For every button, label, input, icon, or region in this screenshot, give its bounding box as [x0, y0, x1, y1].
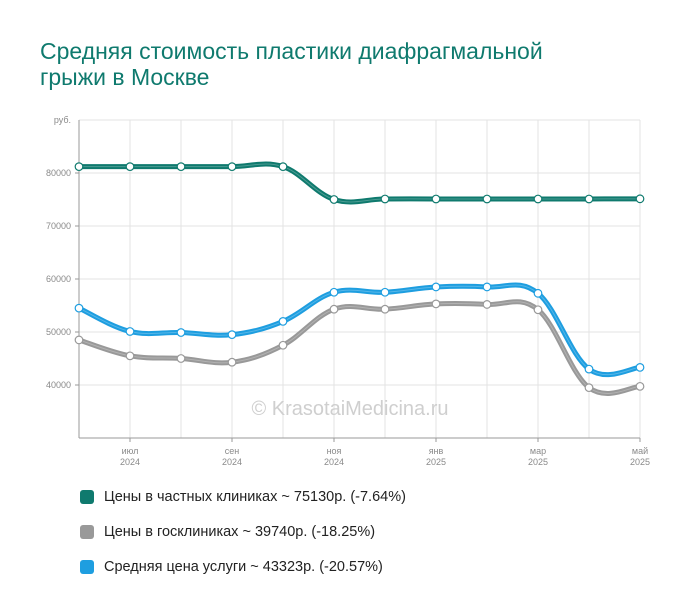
chart-title-line-1: Средняя стоимость пластики диафрагмально…: [40, 38, 543, 64]
chart-title: Средняя стоимость пластики диафрагмально…: [40, 38, 660, 90]
data-point-average: [278, 317, 288, 326]
data-point-public: [584, 383, 594, 393]
y-tick-label: 40000: [46, 380, 71, 390]
x-tick-label-month: июл: [122, 446, 139, 456]
x-tick-label-month: янв: [429, 446, 444, 456]
data-point-average: [176, 328, 186, 337]
x-tick-label-month: мар: [530, 446, 546, 456]
data-point-average: [227, 330, 237, 340]
data-point-average: [482, 282, 492, 292]
x-tick-label-year: 2025: [426, 457, 446, 467]
data-point-public: [533, 305, 543, 315]
line-chart: 4000050000600007000080000руб.июл2024сен2…: [46, 115, 650, 467]
data-point-private: [482, 194, 492, 204]
data-point-average: [329, 287, 339, 297]
data-point-private: [176, 162, 186, 172]
x-tick-label-year: 2025: [528, 457, 548, 467]
legend-label-average: Средняя цена услуги ~ 43323р. (-20.57%): [104, 559, 383, 575]
data-point-private: [278, 162, 288, 172]
legend-item-private[interactable]: Цены в частных клиниках ~ 75130р. (-7.64…: [80, 486, 406, 508]
data-point-public: [431, 299, 441, 309]
x-tick-label-month: сен: [225, 446, 240, 456]
data-point-private: [329, 195, 339, 204]
data-point-public: [74, 335, 84, 345]
legend-swatch-private: [80, 490, 94, 504]
legend: Цены в частных клиниках ~ 75130р. (-7.64…: [80, 486, 406, 591]
data-point-average: [125, 327, 135, 336]
x-tick-label-year: 2024: [222, 457, 242, 467]
y-tick-label: 80000: [46, 168, 71, 178]
data-point-private: [584, 194, 594, 204]
data-point-average: [431, 282, 441, 292]
chart-title-line-2: грыжи в Москве: [40, 64, 210, 90]
data-point-average: [584, 364, 594, 374]
data-point-public: [227, 357, 237, 367]
data-point-public: [635, 381, 645, 391]
watermark-text: © KrasotaiMedicina.ru: [251, 398, 448, 420]
data-point-average: [635, 362, 645, 372]
y-tick-label: 60000: [46, 274, 71, 284]
data-point-private: [431, 194, 441, 204]
data-point-private: [227, 162, 237, 172]
x-tick-label-year: 2025: [630, 457, 650, 467]
x-tick-label-month: ноя: [327, 446, 342, 456]
legend-label-private: Цены в частных клиниках ~ 75130р. (-7.64…: [104, 489, 406, 505]
y-tick-label: 50000: [46, 327, 71, 337]
data-point-average: [74, 303, 84, 313]
data-point-private: [533, 194, 543, 204]
data-point-public: [278, 340, 288, 350]
legend-item-average[interactable]: Средняя цена услуги ~ 43323р. (-20.57%): [80, 556, 406, 578]
data-point-average: [533, 288, 543, 298]
data-point-private: [74, 162, 84, 172]
data-point-public: [329, 304, 339, 314]
legend-swatch-public: [80, 525, 94, 539]
legend-label-public: Цены в госклиниках ~ 39740р. (-18.25%): [104, 524, 376, 540]
y-unit-label: руб.: [54, 115, 71, 125]
data-point-public: [176, 354, 186, 363]
legend-swatch-average: [80, 560, 94, 574]
y-tick-label: 70000: [46, 221, 71, 231]
x-tick-label-year: 2024: [324, 457, 344, 467]
x-tick-label-month: май: [632, 446, 648, 456]
data-point-public: [380, 304, 390, 314]
series-line-private: [76, 161, 643, 205]
legend-item-public[interactable]: Цены в госклиниках ~ 39740р. (-18.25%): [80, 521, 406, 543]
series-line-highlight-private: [79, 163, 641, 203]
data-point-public: [125, 351, 135, 361]
data-point-average: [380, 287, 390, 297]
data-point-private: [635, 194, 645, 204]
x-tick-label-year: 2024: [120, 457, 140, 467]
data-point-public: [482, 300, 492, 309]
data-point-private: [125, 162, 135, 172]
data-point-private: [380, 194, 390, 204]
